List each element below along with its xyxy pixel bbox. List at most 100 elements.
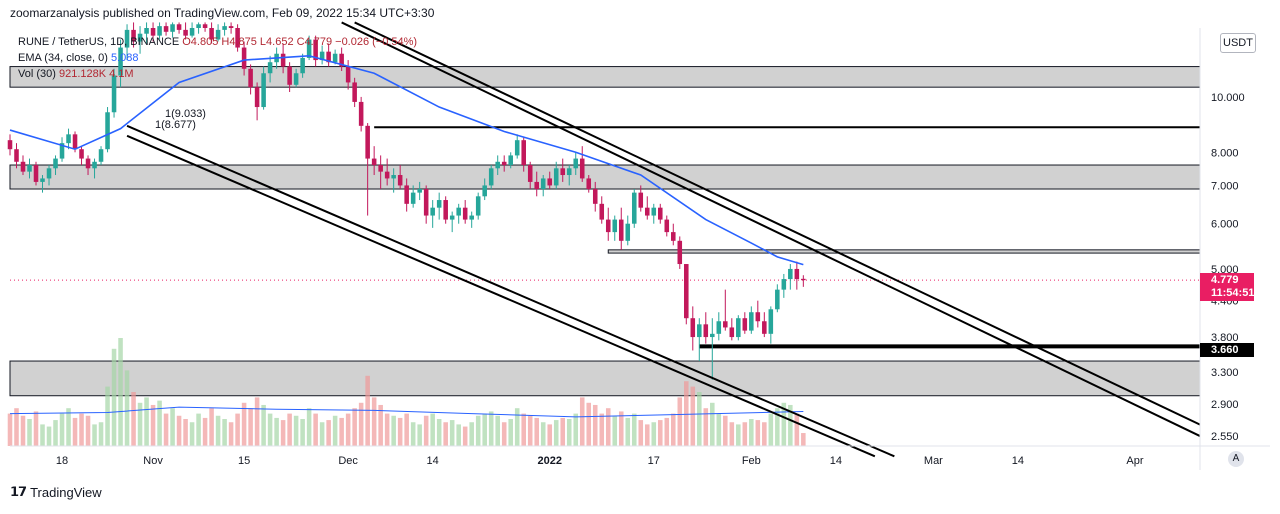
candle <box>742 312 748 334</box>
volume-bar <box>644 424 650 446</box>
auto-scale-button[interactable]: A <box>1228 451 1244 467</box>
volume-bar <box>677 397 683 446</box>
volume-bar <box>131 392 136 446</box>
volume-bar <box>723 415 728 446</box>
volume-bar <box>618 411 624 446</box>
candle-body <box>762 321 767 334</box>
axes: 10.0008.0007.0006.0005.0004.4003.8003.30… <box>10 28 1270 470</box>
candle <box>111 68 117 118</box>
price-tick-label: 7.000 <box>1211 180 1239 192</box>
brand-name: TradingView <box>30 484 102 500</box>
legend-vol-row[interactable]: Vol (30) 921.128K 4.1M <box>18 66 417 82</box>
candle <box>508 152 513 169</box>
volume-bar <box>749 419 754 446</box>
candle <box>131 22 136 48</box>
price-tick-label: 5.000 <box>1211 264 1239 276</box>
candle-body <box>618 219 624 241</box>
candle-body <box>222 26 227 30</box>
candle <box>521 137 526 172</box>
candle <box>501 155 507 172</box>
candle-body <box>235 28 240 48</box>
candle <box>254 82 260 121</box>
candle-body <box>625 223 631 241</box>
candle-body <box>644 207 650 216</box>
volume-bar <box>540 422 546 446</box>
candle-body <box>592 189 598 204</box>
candle-body <box>209 28 214 40</box>
volume-bar <box>482 413 487 446</box>
candle-body <box>443 200 448 220</box>
candle <box>397 165 403 190</box>
candle <box>228 22 234 34</box>
candle <box>560 158 566 182</box>
volume-bar <box>690 386 696 446</box>
candle <box>27 158 32 179</box>
volume-bar <box>92 424 97 446</box>
volume-bar <box>118 338 123 446</box>
volume-bar <box>404 413 409 446</box>
candle <box>736 315 741 341</box>
candle <box>92 158 97 179</box>
candle <box>579 146 585 182</box>
candle <box>566 165 572 186</box>
volume-bar <box>189 422 195 446</box>
candle <box>157 22 162 40</box>
candle <box>79 146 84 166</box>
trendline-0 <box>341 21 1201 437</box>
candle-body <box>40 178 45 182</box>
volume-bar <box>241 402 247 446</box>
candle-body <box>111 75 117 113</box>
candle-body <box>768 309 774 334</box>
candle <box>599 196 605 224</box>
candle-body <box>775 289 780 310</box>
candle-body <box>33 165 39 182</box>
candle-body <box>599 203 605 220</box>
volume-bar <box>671 413 676 446</box>
candle-body <box>417 189 422 193</box>
candle <box>612 215 618 241</box>
candle <box>150 22 156 42</box>
tradingview-brand[interactable]: 𝟭𝟳 TradingView <box>10 484 102 500</box>
volume-bar <box>605 408 611 446</box>
candle <box>495 155 500 176</box>
candle-body <box>521 140 526 166</box>
candle-body <box>788 268 793 280</box>
volume-bar <box>365 375 370 446</box>
volume-bar <box>768 413 774 446</box>
candle <box>462 200 468 224</box>
candle <box>690 306 696 351</box>
candle-body <box>449 215 455 220</box>
candle <box>618 207 624 250</box>
candle <box>189 22 195 38</box>
volume-bar <box>573 413 579 446</box>
volume-bar <box>586 402 592 446</box>
volume-bar <box>254 397 260 446</box>
time-tick-label: 17 <box>648 455 660 467</box>
candle-body <box>176 24 182 30</box>
candle-body <box>66 134 71 144</box>
candle <box>326 43 331 67</box>
time-tick-label: 14 <box>1012 455 1024 467</box>
volume-bar <box>651 422 657 446</box>
volume-bar <box>566 419 572 446</box>
volume-bar <box>449 420 455 446</box>
candle-body <box>540 178 546 190</box>
candle-body <box>586 178 592 190</box>
candle-body <box>144 28 149 34</box>
currency-button[interactable]: USDT <box>1220 33 1256 53</box>
candle-body <box>404 185 409 204</box>
volume-bar <box>235 413 240 446</box>
volume-bar <box>14 408 19 446</box>
candle <box>540 175 546 197</box>
volume-bar <box>261 404 266 446</box>
volume-bar <box>79 413 84 446</box>
candle-body <box>332 53 338 63</box>
legend-ema-row[interactable]: EMA (34, close, 0) 5.088 <box>18 50 417 66</box>
volume-bars <box>7 338 806 446</box>
horizontal-lines <box>10 126 1201 349</box>
volume-bar <box>462 426 468 446</box>
volume-bar <box>111 348 117 446</box>
symbol-title[interactable]: RUNE / TetherUS, 1D, BINANCE <box>18 36 180 48</box>
